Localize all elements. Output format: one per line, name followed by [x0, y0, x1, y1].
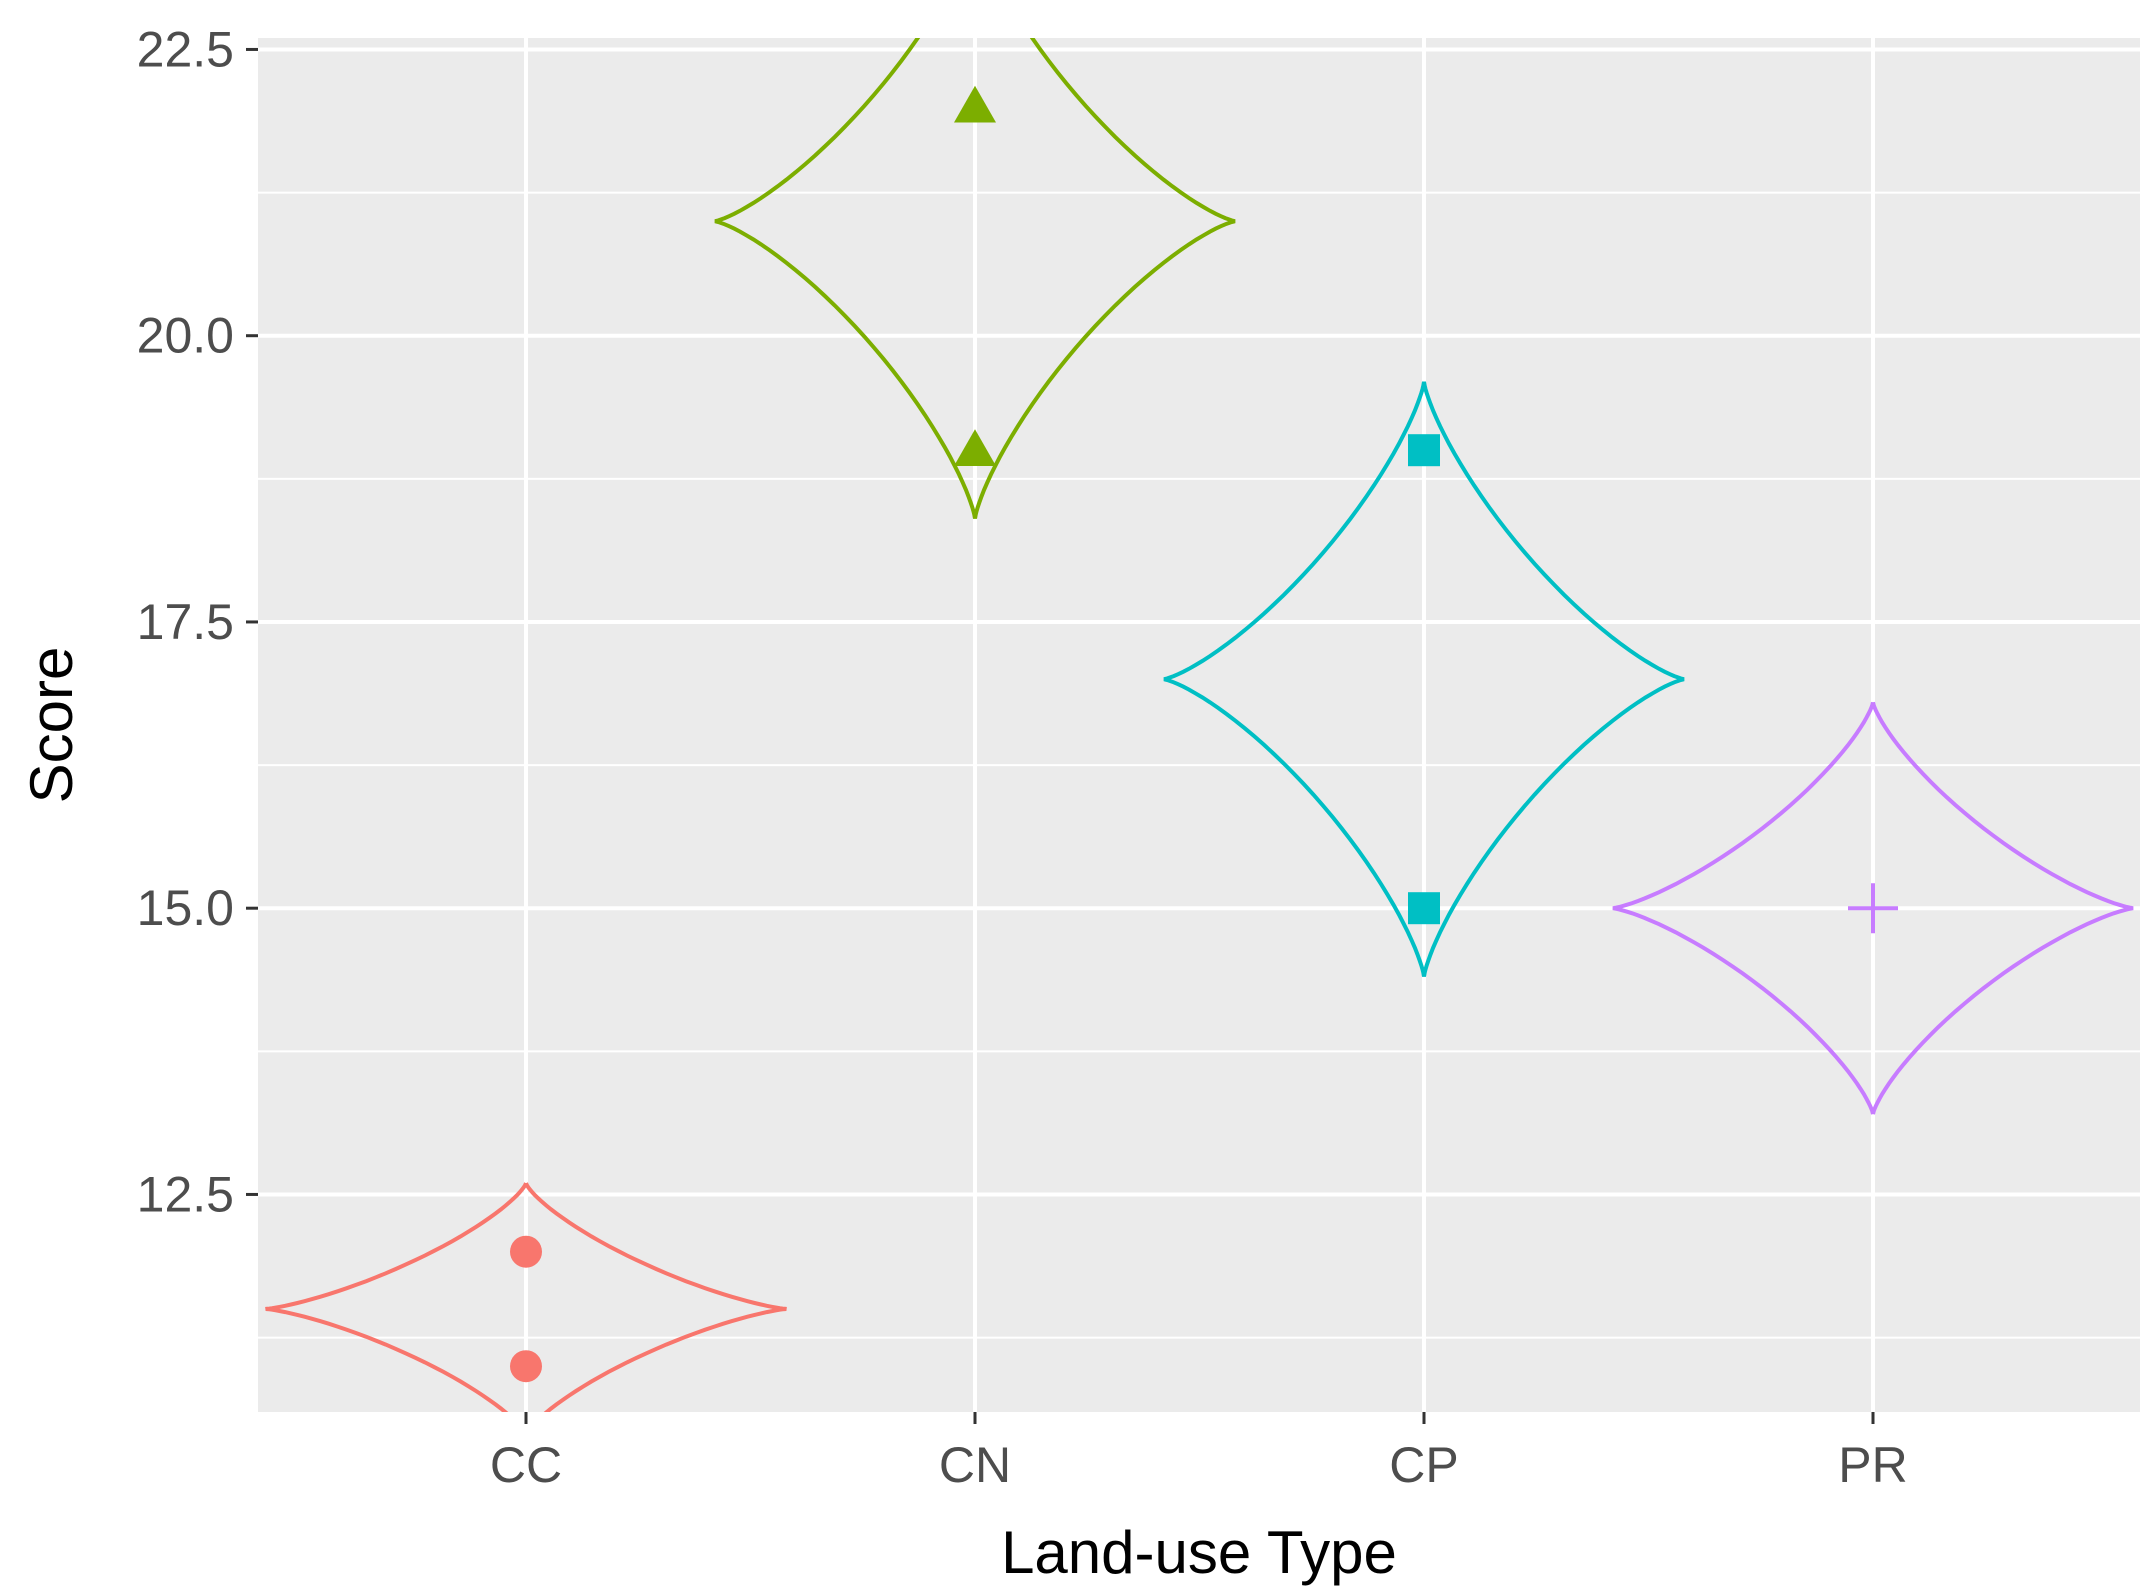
y-tick-label: 15.0: [137, 880, 234, 936]
y-tick-label: 22.5: [137, 21, 234, 77]
enclosures: [265, 38, 2134, 1412]
y-tick-label: 12.5: [137, 1166, 234, 1222]
data-point-pr: [1848, 883, 1898, 934]
enclosure-pr: [1612, 701, 2134, 1115]
grid-minor: [258, 191, 2140, 1339]
data-points: [510, 85, 1898, 1383]
x-tick-label: CP: [1389, 1437, 1458, 1493]
x-tick-label: PR: [1838, 1437, 1907, 1493]
data-point-cn: [954, 85, 996, 123]
y-axis: 12.5 15.0 17.5 20.0 22.5: [137, 21, 258, 1222]
x-tick-label: CN: [939, 1437, 1011, 1493]
enclosure-cn: [714, 38, 1236, 519]
data-point-cp: [1408, 434, 1440, 467]
grid-major: [258, 38, 2140, 1412]
data-point-cc: [510, 1350, 542, 1383]
data-point-cp: [1408, 892, 1440, 925]
data-point-cn: [954, 429, 996, 466]
x-axis: CC CN CP PR: [490, 1412, 1908, 1493]
plot-panel: [258, 38, 2140, 1412]
y-tick-label: 17.5: [137, 594, 234, 650]
x-tick-label: CC: [490, 1437, 562, 1493]
enclosure-cc: [265, 1182, 787, 1412]
x-axis-title: Land-use Type: [1001, 1519, 1397, 1586]
data-point-cc: [510, 1235, 542, 1268]
y-axis-title: Score: [18, 647, 85, 804]
enclosure-cp: [1163, 381, 1685, 977]
y-tick-label: 20.0: [137, 308, 234, 364]
